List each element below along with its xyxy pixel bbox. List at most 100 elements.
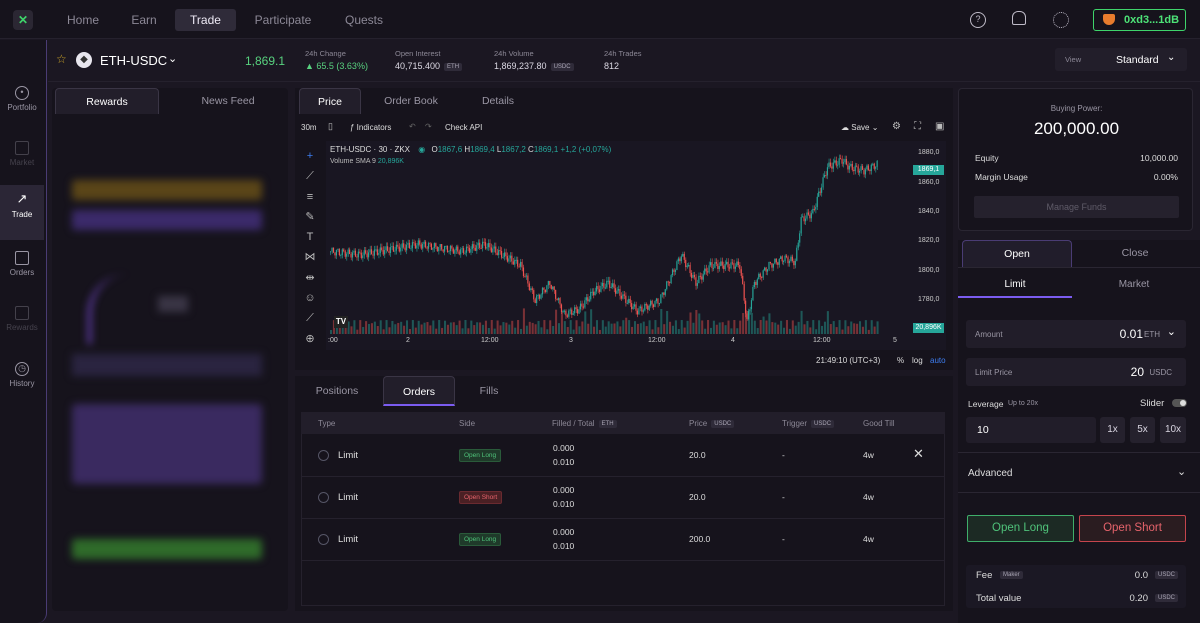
candle bbox=[777, 262, 779, 265]
nav-earn[interactable]: Earn bbox=[131, 13, 157, 27]
measure-icon[interactable]: ⇹ bbox=[305, 271, 315, 284]
candle bbox=[721, 261, 723, 266]
status-icon bbox=[318, 534, 329, 545]
emoji-icon[interactable]: ☺ bbox=[304, 292, 316, 305]
tab-limit[interactable]: Limit bbox=[958, 272, 1072, 298]
open-long-button[interactable]: Open Long bbox=[967, 515, 1074, 542]
manage-funds-button[interactable]: Manage Funds bbox=[974, 196, 1179, 218]
volume-bar bbox=[639, 323, 642, 334]
cancel-order-icon[interactable]: ✕ bbox=[913, 446, 924, 461]
log-toggle[interactable]: log bbox=[912, 356, 923, 365]
pair-selector[interactable]: ETH-USDC bbox=[100, 53, 168, 68]
wallet-button[interactable]: 0xd3...1dB bbox=[1093, 9, 1186, 31]
sidebar-item-history[interactable]: ◷ History bbox=[9, 362, 35, 388]
interval-selector[interactable]: 30m bbox=[301, 123, 317, 132]
candle bbox=[569, 309, 571, 311]
amount-field[interactable]: Amount 0.01 ETH ⌄ bbox=[966, 320, 1186, 348]
nav-home[interactable]: Home bbox=[66, 13, 99, 27]
sidebar-item-portfolio[interactable]: • Portfolio bbox=[7, 86, 37, 112]
zoom-icon[interactable]: ⊕ bbox=[305, 332, 315, 345]
tab-news-feed[interactable]: News Feed bbox=[201, 95, 255, 107]
candle bbox=[433, 243, 435, 249]
candle bbox=[528, 283, 530, 291]
tab-positions[interactable]: Positions bbox=[315, 385, 359, 397]
text-icon[interactable]: T bbox=[306, 231, 314, 244]
tab-orders[interactable]: Orders bbox=[383, 376, 455, 406]
limit-price-value[interactable]: 20 bbox=[1130, 365, 1144, 379]
trendline-icon[interactable]: ⟋ bbox=[306, 170, 314, 183]
star-icon[interactable]: ☆ bbox=[56, 52, 67, 66]
order-total: 0.010 bbox=[553, 457, 575, 467]
tab-fills[interactable]: Fills bbox=[479, 385, 499, 397]
tab-details[interactable]: Details bbox=[481, 95, 515, 107]
tab-price[interactable]: Price bbox=[299, 88, 361, 114]
slider-toggle[interactable] bbox=[1172, 399, 1187, 407]
settings-icon[interactable]: ⚙ bbox=[892, 121, 901, 132]
fullscreen-icon[interactable]: ⛶ bbox=[914, 121, 921, 132]
price-tick: 1820,0 bbox=[918, 237, 940, 244]
volume-bar bbox=[631, 326, 634, 334]
candle bbox=[388, 251, 390, 254]
candle bbox=[407, 242, 409, 245]
advanced-toggle[interactable]: Advanced bbox=[968, 468, 1013, 479]
nav-participate[interactable]: Participate bbox=[254, 13, 312, 27]
nav-trade[interactable]: Trade bbox=[175, 9, 236, 31]
tab-close[interactable]: Close bbox=[1121, 247, 1149, 259]
fib-icon[interactable]: ≡ bbox=[306, 190, 314, 203]
volume-bar bbox=[546, 329, 549, 334]
tab-market[interactable]: Market bbox=[1118, 279, 1150, 290]
order-price: 20.0 bbox=[689, 492, 706, 502]
volume-bar bbox=[601, 320, 604, 334]
bell-icon[interactable] bbox=[1012, 11, 1026, 25]
volume-bar bbox=[382, 329, 385, 334]
candle bbox=[756, 279, 758, 285]
candle bbox=[522, 267, 525, 277]
volume-bar bbox=[514, 327, 517, 334]
ruler-icon[interactable]: ⟋ bbox=[306, 312, 314, 325]
chevron-down-icon[interactable]: ⌄ bbox=[1166, 326, 1176, 338]
candle bbox=[799, 233, 801, 243]
leverage-5x-button[interactable]: 5x bbox=[1130, 417, 1155, 443]
candle bbox=[559, 298, 561, 305]
view-select[interactable]: View Standard ⌄ bbox=[1055, 48, 1187, 71]
volume-bar bbox=[403, 325, 406, 334]
leverage-10x-button[interactable]: 10x bbox=[1160, 417, 1186, 443]
tab-order-book[interactable]: Order Book bbox=[384, 95, 438, 107]
limit-price-field[interactable]: Limit Price 20 USDC bbox=[966, 358, 1186, 386]
undo-icon[interactable]: ↶ bbox=[409, 122, 416, 131]
save-button[interactable]: ☁ Save ⌄ bbox=[841, 123, 879, 132]
candle bbox=[873, 163, 875, 169]
percent-toggle[interactable]: % bbox=[897, 356, 905, 365]
candle bbox=[861, 166, 864, 170]
check-api-button[interactable]: Check API bbox=[445, 123, 483, 132]
chevron-down-icon[interactable]: ⌄ bbox=[1177, 466, 1187, 478]
oi-number: 40,715.400 bbox=[395, 61, 441, 71]
candle bbox=[788, 261, 791, 264]
crosshair-icon[interactable]: + bbox=[306, 150, 314, 162]
sidebar-item-orders[interactable]: Orders bbox=[0, 243, 44, 293]
indicators-button[interactable]: ƒ Indicators bbox=[350, 123, 392, 132]
candle-type-icon[interactable]: ▯ bbox=[328, 121, 333, 131]
price-chart[interactable] bbox=[328, 141, 913, 334]
leverage-1x-button[interactable]: 1x bbox=[1100, 417, 1125, 443]
tab-open[interactable]: Open bbox=[962, 240, 1072, 267]
leverage-input[interactable]: 10 bbox=[966, 417, 1096, 443]
candle bbox=[680, 256, 682, 262]
gear-icon[interactable] bbox=[1053, 12, 1069, 28]
auto-toggle[interactable]: auto bbox=[930, 356, 946, 365]
col-filled-label: Filled / Total bbox=[552, 419, 595, 428]
help-icon[interactable]: ? bbox=[970, 12, 986, 28]
redo-icon[interactable]: ↷ bbox=[425, 122, 432, 131]
nav-quests[interactable]: Quests bbox=[344, 13, 383, 27]
sidebar-item-trade[interactable]: ↗ Trade bbox=[0, 185, 44, 240]
amount-value[interactable]: 0.01 bbox=[1119, 327, 1143, 341]
volume-bar bbox=[783, 327, 786, 334]
brush-icon[interactable]: ✎ bbox=[305, 210, 315, 223]
camera-icon[interactable]: ▣ bbox=[935, 121, 945, 132]
open-short-button[interactable]: Open Short bbox=[1079, 515, 1186, 542]
tab-rewards[interactable]: Rewards bbox=[55, 88, 159, 114]
orders-icon bbox=[15, 251, 29, 265]
zkx-logo-icon[interactable]: ✕ bbox=[13, 10, 33, 30]
pattern-icon[interactable]: ⋈ bbox=[304, 251, 316, 264]
chevron-down-icon[interactable]: ⌄ bbox=[168, 53, 178, 65]
